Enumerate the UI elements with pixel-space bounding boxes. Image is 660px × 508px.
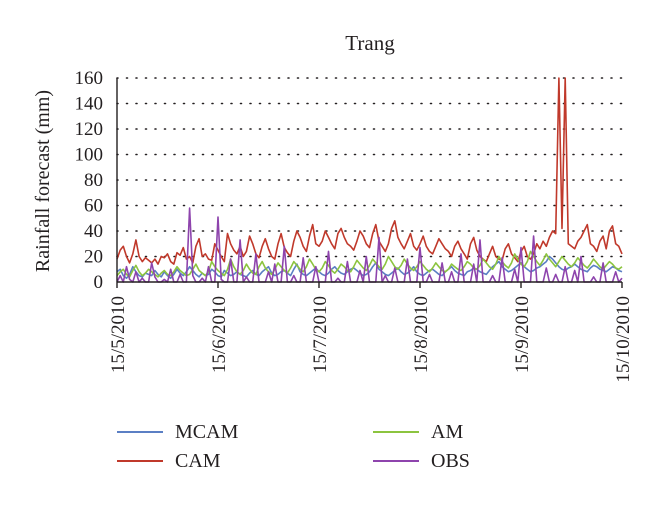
y-tick-label: 0 (94, 272, 104, 293)
y-tick-label: 140 (75, 94, 104, 115)
axes (116, 78, 622, 283)
x-tick-label: 15/7/2010 (310, 296, 331, 373)
x-axis-ticks: 15/5/2010 15/6/2010 15/7/2010 15/8/2010 15/9… (108, 282, 634, 383)
legend-label-obs: OBS (431, 450, 470, 472)
x-tick-label: 15/10/2010 (613, 296, 634, 383)
y-tick-label: 160 (75, 68, 104, 89)
x-tick-label: 15/6/2010 (209, 296, 230, 373)
legend-label-am: AM (431, 421, 463, 443)
gridlines (116, 77, 623, 258)
y-axis-ticks: 0 20 40 60 80 100 120 140 160 (75, 68, 104, 293)
series-line-mcam (116, 255, 623, 280)
y-tick-label: 120 (75, 119, 104, 140)
legend-label-mcam: MCAM (175, 421, 239, 443)
y-tick-label: 40 (84, 221, 103, 242)
y-axis-label: Rainfall forecast (mm) (32, 90, 54, 272)
series-line-am (116, 250, 623, 278)
x-tick-label: 15/8/2010 (411, 296, 432, 373)
y-tick-label: 60 (84, 196, 103, 217)
legend-label-cam: CAM (175, 450, 221, 472)
chart-title: Trang (345, 31, 395, 55)
y-tick-label: 20 (84, 247, 103, 268)
x-tick-label: 15/5/2010 (108, 296, 129, 373)
x-tick-label: 15/9/2010 (512, 296, 533, 373)
series-line-cam (116, 77, 623, 265)
legend: MCAM AM CAM OBS (117, 421, 470, 472)
y-tick-label: 100 (75, 145, 104, 166)
y-tick-label: 80 (84, 170, 103, 191)
